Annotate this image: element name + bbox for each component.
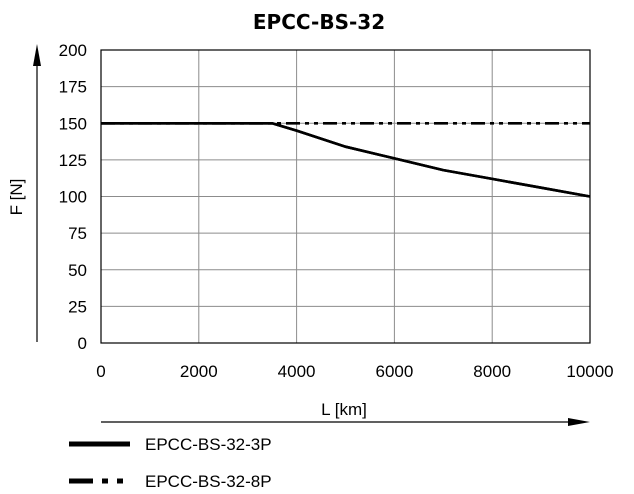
y-tick-label: 50 <box>68 261 87 280</box>
x-tick-label: 10000 <box>566 362 613 381</box>
x-tick-label: 0 <box>96 362 105 381</box>
y-tick-label: 150 <box>59 114 87 133</box>
x-tick-label: 2000 <box>180 362 218 381</box>
y-tick-label: 25 <box>68 297 87 316</box>
y-tick-label: 0 <box>78 334 87 353</box>
x-axis-label: L [km] <box>321 400 367 419</box>
axes <box>33 44 590 426</box>
series-lines <box>101 122 591 198</box>
y-tick-label: 100 <box>59 188 87 207</box>
x-tick-label: 6000 <box>375 362 413 381</box>
legend: EPCC-BS-32-3P EPCC-BS-32-8P <box>69 435 272 491</box>
x-tick-label: 4000 <box>278 362 316 381</box>
legend-label: EPCC-BS-32-3P <box>145 435 272 454</box>
legend-label: EPCC-BS-32-8P <box>145 472 272 491</box>
y-tick-label: 200 <box>59 41 87 60</box>
series-line-overlay <box>101 122 591 198</box>
y-tick-label: 175 <box>59 78 87 97</box>
y-tick-label: 75 <box>68 224 87 243</box>
x-axis-arrow-head <box>568 418 590 426</box>
chart-title: EPCC-BS-32 <box>253 10 385 34</box>
x-tick-label: 8000 <box>473 362 511 381</box>
grid <box>100 49 591 344</box>
y-axis-label: F [N] <box>7 179 26 216</box>
y-tick-label: 125 <box>59 151 87 170</box>
y-axis-arrow-head <box>33 44 41 66</box>
